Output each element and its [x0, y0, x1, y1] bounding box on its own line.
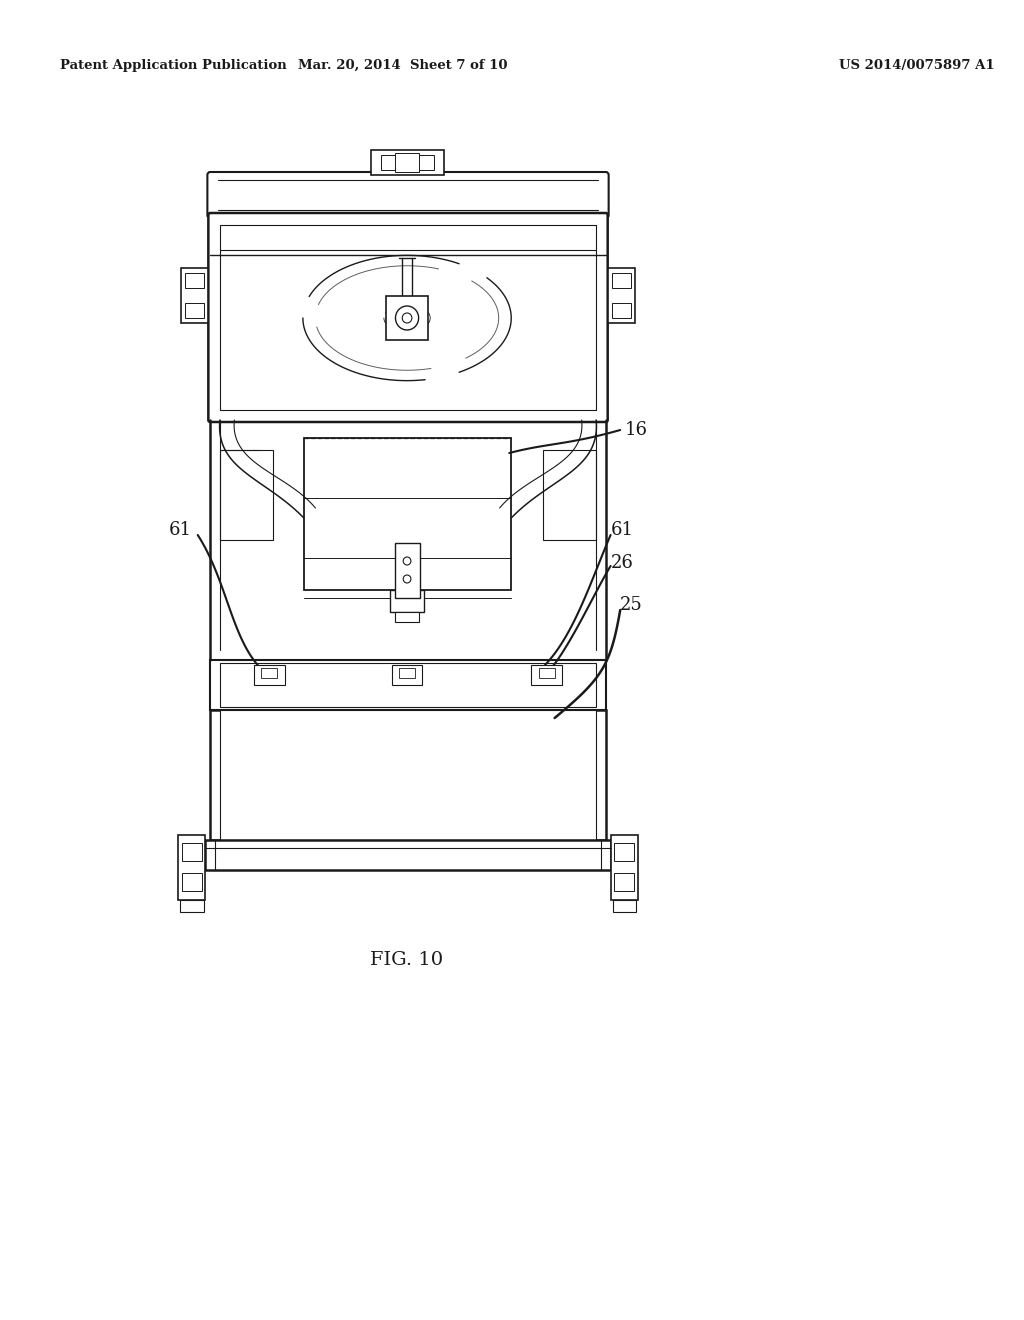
Bar: [185, 304, 205, 318]
Bar: [185, 273, 205, 288]
Text: 26: 26: [610, 554, 634, 572]
Circle shape: [403, 576, 411, 583]
Polygon shape: [303, 318, 425, 380]
Bar: [210, 660, 606, 710]
Polygon shape: [419, 277, 511, 372]
Bar: [395, 612, 419, 622]
Text: 16: 16: [625, 421, 648, 440]
Bar: [611, 304, 631, 318]
Bar: [261, 668, 276, 678]
Bar: [220, 450, 273, 540]
Bar: [395, 153, 419, 172]
Text: 25: 25: [621, 597, 643, 614]
Text: 61: 61: [610, 521, 634, 539]
Text: Mar. 20, 2014  Sheet 7 of 10: Mar. 20, 2014 Sheet 7 of 10: [298, 58, 508, 71]
Bar: [607, 268, 635, 323]
Bar: [610, 836, 638, 900]
Bar: [178, 836, 206, 900]
Bar: [415, 154, 434, 170]
Bar: [210, 710, 606, 840]
Circle shape: [402, 313, 412, 323]
Text: Patent Application Publication: Patent Application Publication: [59, 58, 287, 71]
Bar: [612, 900, 636, 912]
FancyBboxPatch shape: [208, 172, 608, 218]
Bar: [394, 543, 420, 598]
Bar: [614, 843, 634, 861]
Text: FIG. 10: FIG. 10: [371, 950, 443, 969]
Bar: [531, 665, 562, 685]
Bar: [391, 665, 423, 685]
Bar: [254, 665, 285, 685]
Bar: [220, 710, 596, 840]
Bar: [181, 268, 208, 323]
Circle shape: [403, 557, 411, 565]
Bar: [614, 873, 634, 891]
Bar: [372, 150, 443, 176]
Polygon shape: [309, 255, 459, 313]
FancyBboxPatch shape: [208, 213, 607, 422]
Text: 61: 61: [169, 521, 191, 539]
Circle shape: [395, 306, 419, 330]
Text: US 2014/0075897 A1: US 2014/0075897 A1: [840, 58, 994, 71]
Bar: [390, 590, 424, 612]
Bar: [399, 668, 415, 678]
Bar: [220, 663, 596, 708]
Bar: [611, 273, 631, 288]
Bar: [304, 438, 511, 590]
Bar: [206, 840, 610, 870]
Bar: [182, 843, 202, 861]
Bar: [180, 900, 204, 912]
Bar: [543, 450, 596, 540]
Bar: [540, 668, 555, 678]
Bar: [386, 296, 428, 341]
Bar: [182, 873, 202, 891]
Bar: [381, 154, 400, 170]
